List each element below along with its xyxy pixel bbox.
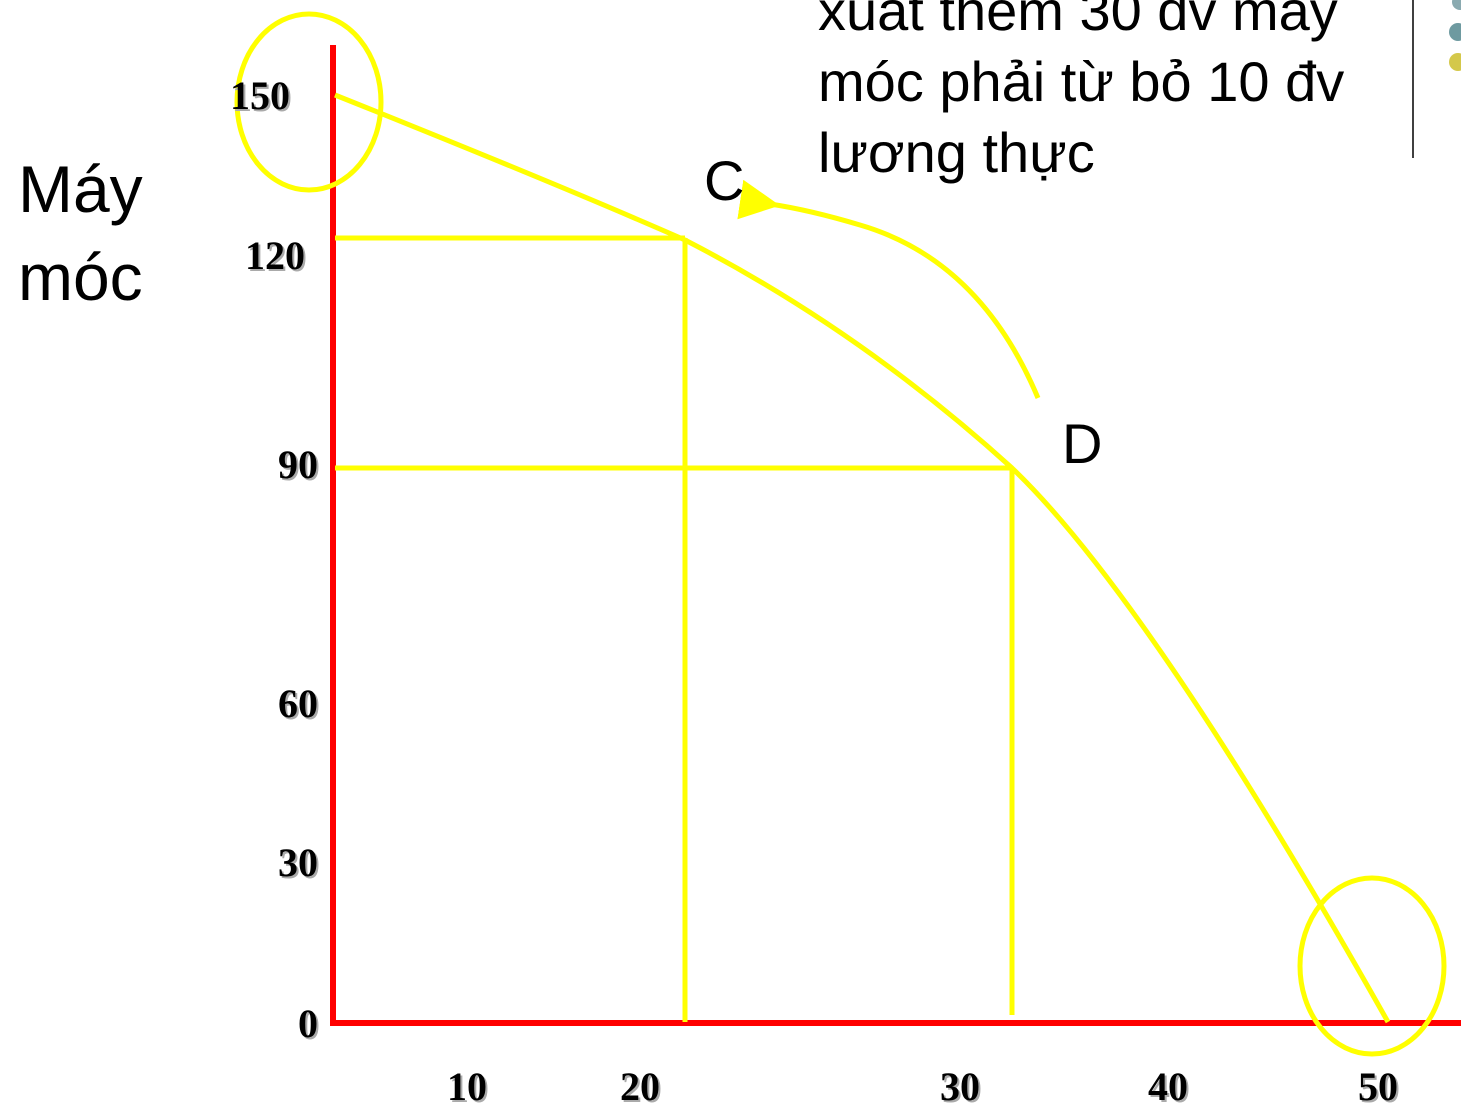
x-tick-label: 30 [940, 1064, 980, 1109]
y-tick-label: 30 [278, 840, 318, 885]
highlight-circle [234, 11, 384, 193]
highlight-circle [1297, 875, 1447, 1057]
y-axis-label: móc [18, 240, 143, 314]
bullet [1449, 53, 1461, 71]
annotation-line: xuất thêm 30 đv máy [818, 0, 1338, 42]
y-tick-label: 90 [278, 442, 318, 487]
y-axis-label: Máy [18, 152, 143, 226]
bullet [1452, 0, 1461, 10]
ppf-curve [334, 92, 1391, 1024]
bullet [1449, 23, 1461, 41]
annotation-line: lương thực [818, 121, 1095, 184]
annotation-line: móc phải từ bỏ 10 đv [818, 50, 1344, 113]
x-tick-label: 20 [620, 1064, 660, 1109]
x-tick-label: 50 [1358, 1064, 1398, 1109]
y-tick-label: 0 [298, 1001, 318, 1046]
x-tick-label: 10 [447, 1064, 487, 1109]
y-tick-label: 120 [245, 233, 305, 278]
y-tick-label: 60 [278, 681, 318, 726]
point-label: C [704, 149, 744, 212]
y-tick-label: 150 [230, 73, 290, 118]
point-label: D [1062, 412, 1102, 475]
arrow [737, 179, 1041, 399]
x-tick-label: 40 [1148, 1064, 1188, 1109]
